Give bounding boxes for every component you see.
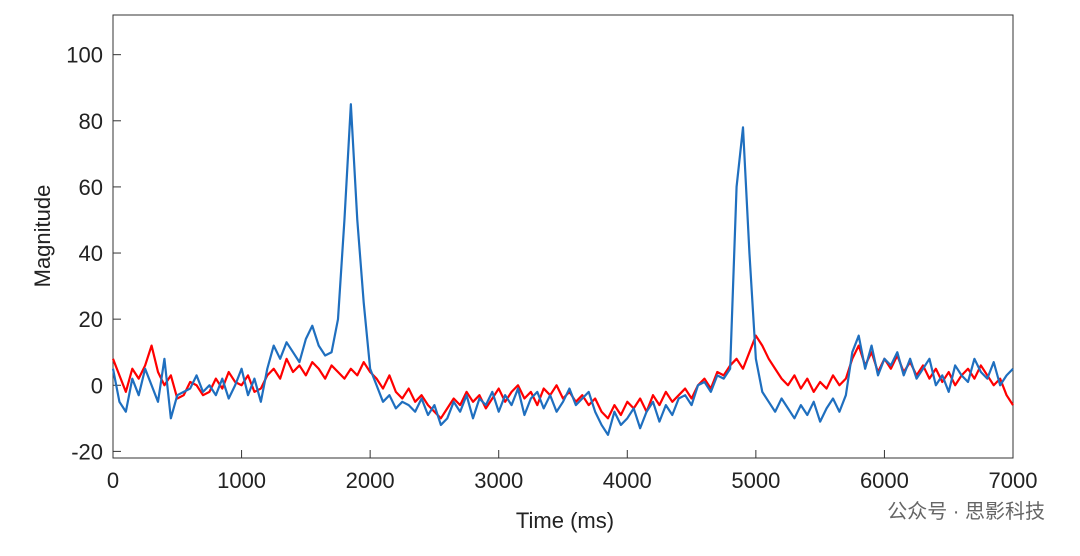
x-tick-label: 5000	[731, 468, 780, 493]
y-tick-label: 80	[79, 109, 103, 134]
y-tick-label: 40	[79, 241, 103, 266]
x-tick-label: 4000	[603, 468, 652, 493]
x-tick-label: 6000	[860, 468, 909, 493]
y-tick-label: -20	[71, 439, 103, 464]
watermark: 公众号 · 思影科技	[887, 500, 1045, 523]
x-tick-label: 7000	[989, 468, 1038, 493]
y-tick-label: 100	[66, 43, 103, 68]
x-tick-label: 2000	[346, 468, 395, 493]
y-tick-label: 20	[79, 307, 103, 332]
y-axis-label: Magnitude	[30, 185, 55, 288]
data-line	[111, 103, 1014, 436]
x-tick-label: 0	[107, 468, 119, 493]
data-line	[111, 334, 1014, 420]
x-tick-label: 3000	[474, 468, 523, 493]
x-tick-label: 1000	[217, 468, 266, 493]
y-tick-label: 60	[79, 175, 103, 200]
plot-frame	[112, 14, 1014, 459]
y-tick-label: 0	[91, 373, 103, 398]
x-axis-label: Time (ms)	[516, 508, 614, 533]
